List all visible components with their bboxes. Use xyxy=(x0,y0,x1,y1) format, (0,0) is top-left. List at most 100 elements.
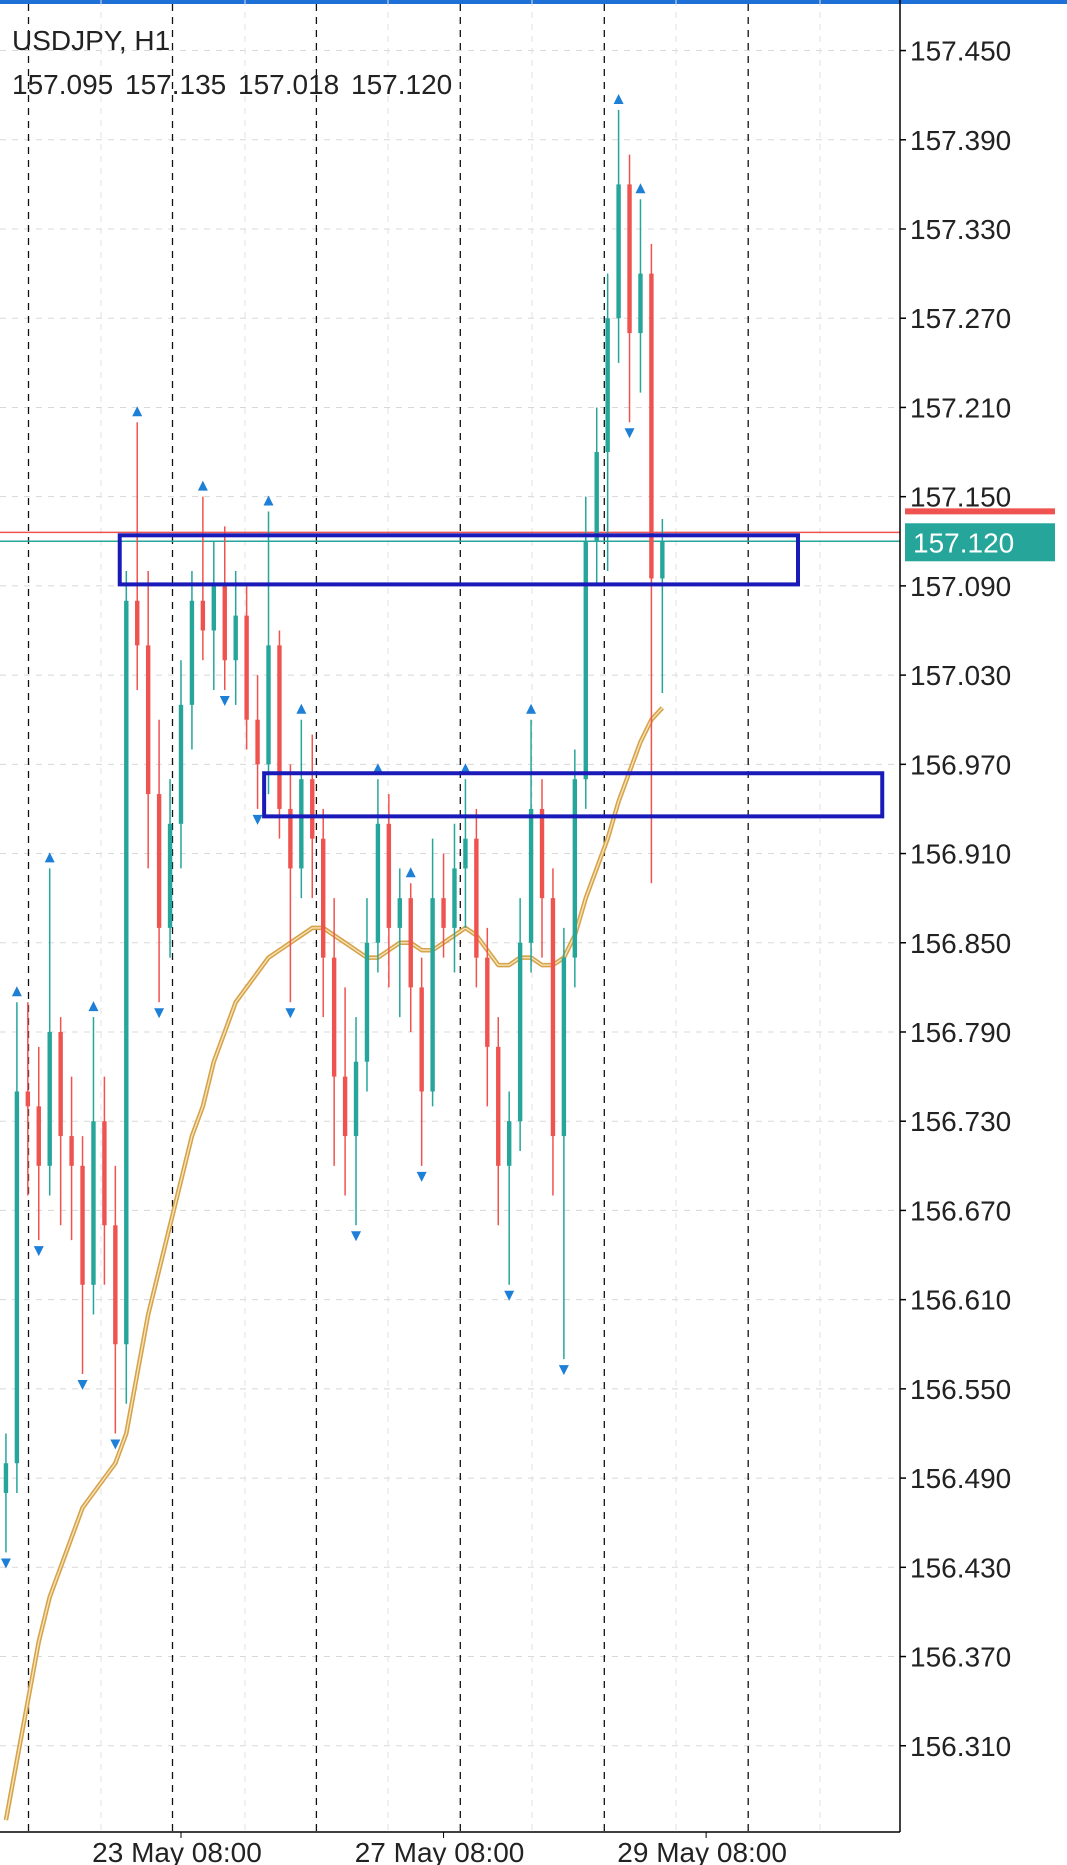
fractal-down xyxy=(624,428,635,439)
fractal-up xyxy=(613,94,624,105)
x-tick-label: 27 May 08:00 xyxy=(355,1837,525,1865)
candle-body xyxy=(572,779,578,958)
candle-body xyxy=(463,838,468,869)
candle-body xyxy=(3,1463,9,1493)
candle-body xyxy=(627,184,632,334)
fractal-up xyxy=(11,986,22,997)
fractal-up xyxy=(372,763,383,774)
candle-body xyxy=(594,452,599,542)
y-tick-label: 156.550 xyxy=(910,1374,1011,1405)
candle-body xyxy=(539,808,545,899)
y-tick-label: 157.270 xyxy=(910,303,1011,334)
candle-body xyxy=(517,942,523,1122)
bid-tag xyxy=(905,523,1055,562)
y-tick-label: 157.150 xyxy=(910,482,1011,513)
fractal-up xyxy=(197,480,208,491)
fractal-down xyxy=(285,1008,296,1019)
grid xyxy=(0,0,900,1832)
candle-body xyxy=(189,600,195,705)
candle-body xyxy=(200,600,206,631)
x-tick-label: 29 May 08:00 xyxy=(617,1837,787,1865)
y-tick-label: 156.610 xyxy=(910,1285,1011,1316)
fractal-down xyxy=(252,814,263,825)
candle-body xyxy=(25,1091,31,1107)
candle-body xyxy=(266,645,271,765)
candle-body xyxy=(167,823,173,928)
candle-body xyxy=(178,704,184,824)
candle-body xyxy=(616,184,621,319)
y-tick-label: 156.430 xyxy=(910,1552,1011,1583)
header-value: 157.120 xyxy=(351,69,452,100)
candle-body xyxy=(364,942,370,1062)
fractal-up xyxy=(44,852,55,863)
candle-body xyxy=(353,1061,359,1137)
candle-body xyxy=(506,1121,512,1166)
y-tick-label: 156.370 xyxy=(910,1642,1011,1673)
candle-body xyxy=(80,1165,85,1285)
candle-body xyxy=(255,719,260,765)
fractal-down xyxy=(77,1380,88,1390)
zone-rectangle xyxy=(262,771,885,819)
axis: 157.450 157.390 157.330 157.270 157.210 157.1… xyxy=(92,36,1055,1865)
y-tick-label: 156.310 xyxy=(910,1731,1011,1762)
candle-body xyxy=(408,898,413,988)
candle-body xyxy=(474,838,479,958)
plot xyxy=(0,94,900,1821)
header-value: 157.018 xyxy=(238,69,339,100)
candle-body xyxy=(528,808,534,943)
fractal-down xyxy=(33,1246,44,1257)
fractal-up xyxy=(88,1001,99,1012)
fractal-down xyxy=(351,1231,362,1242)
candle-body xyxy=(58,1031,63,1137)
y-tick-label: 156.730 xyxy=(910,1106,1011,1137)
candle-body xyxy=(36,1106,41,1166)
candle-body xyxy=(386,823,392,928)
candle-body xyxy=(277,645,282,809)
fractal-down xyxy=(0,1558,11,1569)
y-tick-label: 157.030 xyxy=(910,660,1011,691)
candle-body xyxy=(145,645,151,795)
candle-body xyxy=(102,1121,107,1226)
candle-body xyxy=(288,808,293,869)
x-tick-label: 23 May 08:00 xyxy=(92,1837,262,1865)
candle-body xyxy=(649,273,654,579)
y-tick-label: 157.090 xyxy=(910,571,1011,602)
y-tick-label: 156.790 xyxy=(910,1017,1011,1048)
y-tick-label: 156.670 xyxy=(910,1195,1011,1226)
fractal-down xyxy=(219,695,230,706)
fractal-up xyxy=(635,183,646,194)
candle-body xyxy=(299,779,304,869)
fractal-down xyxy=(110,1439,121,1450)
y-tick-label: 157.330 xyxy=(910,214,1011,245)
candle-body xyxy=(135,600,140,646)
y-tick-label: 156.490 xyxy=(910,1463,1011,1494)
fractal-up xyxy=(526,703,537,714)
candle-body xyxy=(310,779,315,839)
y-tick-label: 157.450 xyxy=(910,36,1011,67)
ohlc-header: 157.095 157.135 157.018 157.120 xyxy=(12,69,452,100)
zone-rectangle xyxy=(117,533,801,587)
candle-body xyxy=(211,585,217,631)
candle-body xyxy=(233,615,238,661)
candle-body xyxy=(222,585,227,661)
candle-body xyxy=(244,615,249,720)
candle-body xyxy=(441,898,446,928)
candle-body xyxy=(660,541,665,579)
candle-body xyxy=(156,794,162,928)
fractal-down xyxy=(504,1290,515,1301)
chart-title: USDJPY, H1 xyxy=(12,25,170,56)
top-border xyxy=(0,0,1067,4)
candle-body xyxy=(583,541,588,780)
bid-tag-label: 157.120 xyxy=(913,527,1014,558)
fractal-up xyxy=(460,763,471,774)
fractal-up xyxy=(296,703,307,714)
candle-body xyxy=(331,957,337,1077)
fractal-down xyxy=(558,1365,569,1376)
header-value: 157.095 xyxy=(12,69,113,100)
candle-body xyxy=(605,318,610,453)
candle-body xyxy=(321,838,326,958)
y-tick-label: 157.390 xyxy=(910,125,1011,156)
candle-body xyxy=(561,957,567,1137)
fractal-down xyxy=(154,1008,165,1019)
